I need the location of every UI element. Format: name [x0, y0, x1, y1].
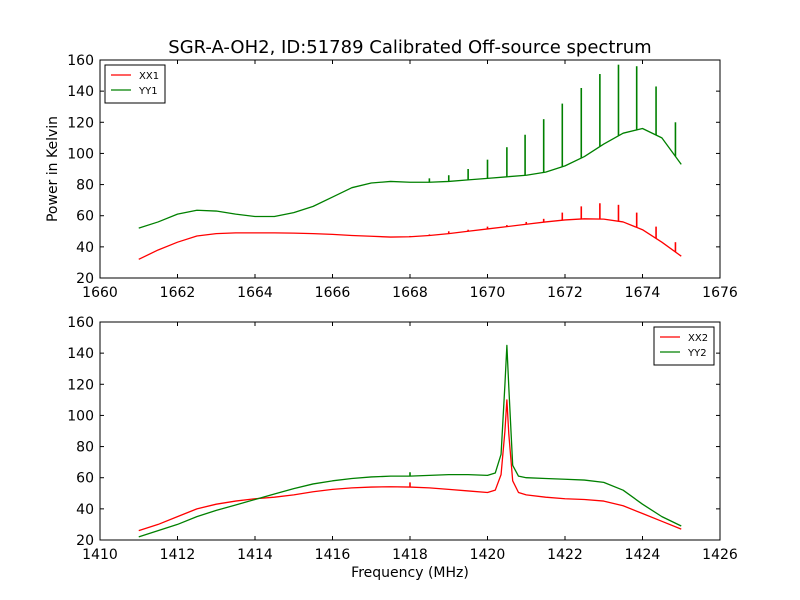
series-line-XX1	[138, 218, 682, 260]
plot-area-frame	[99, 59, 721, 279]
x-tick-label: 1676	[702, 285, 738, 301]
y-tick-label: 40	[76, 502, 94, 518]
series-YY2	[138, 344, 682, 538]
y-tick-label: 20	[76, 271, 94, 287]
series-line-YY2	[138, 344, 682, 538]
x-tick-label: 1670	[470, 285, 506, 301]
y-axis-label: Power in Kelvin	[45, 116, 61, 222]
legend-box	[104, 64, 166, 104]
x-tick-label: 1420	[470, 547, 506, 563]
chart-panel-2: 1410 1412 1414 1416 1418 1420 1422 1424 1426 20 40…	[67, 315, 738, 581]
y-tick-label: 100	[67, 146, 94, 162]
y-tick-label: 140	[67, 346, 94, 362]
plot-area-frame	[99, 321, 721, 541]
series-line-XX2	[138, 399, 682, 532]
y-tick-label: 160	[67, 53, 94, 69]
x-tick-label: 1674	[625, 285, 661, 301]
series-XX2	[138, 399, 682, 532]
series-YY1	[138, 64, 682, 229]
x-tick-label: 1422	[547, 547, 583, 563]
y-tick-label: 120	[67, 377, 94, 393]
x-tick-label: 1414	[237, 547, 273, 563]
y-tick-label: 140	[67, 84, 94, 100]
x-axis-label: Frequency (MHz)	[351, 565, 469, 581]
legend-box	[653, 326, 715, 366]
x-tick-label: 1426	[702, 547, 738, 563]
legend-label-XX2: XX2	[688, 333, 708, 344]
chart-panel-1: 1660 1662 1664 1666 1668 1670 1672 1674 1676 20 40…	[45, 37, 738, 301]
legend-label-YY2: YY2	[687, 348, 707, 359]
series-line-YY1	[138, 127, 682, 229]
x-tick-label: 1410	[82, 547, 118, 563]
legend-label-XX1: XX1	[139, 71, 159, 82]
series-XX1	[138, 203, 682, 260]
x-tick-label: 1666	[315, 285, 351, 301]
x-tick-label: 1416	[315, 547, 351, 563]
y-tick-label: 60	[76, 471, 94, 487]
x-tick-label: 1660	[82, 285, 118, 301]
y-tick-label: 20	[76, 533, 94, 549]
y-tick-label: 60	[76, 209, 94, 225]
x-tick-label: 1672	[547, 285, 583, 301]
y-tick-label: 160	[67, 315, 94, 331]
x-tick-label: 1668	[392, 285, 428, 301]
y-tick-label: 80	[76, 440, 94, 456]
x-tick-label: 1662	[160, 285, 196, 301]
y-tick-label: 80	[76, 178, 94, 194]
y-tick-label: 40	[76, 240, 94, 256]
chart-title: SGR-A-OH2, ID:51789 Calibrated Off-sourc…	[168, 37, 651, 58]
x-tick-label: 1664	[237, 285, 273, 301]
legend-label-YY1: YY1	[138, 86, 158, 97]
x-tick-label: 1418	[392, 547, 428, 563]
y-tick-label: 120	[67, 115, 94, 131]
x-tick-label: 1412	[160, 547, 196, 563]
x-tick-label: 1424	[625, 547, 661, 563]
y-tick-label: 100	[67, 408, 94, 424]
